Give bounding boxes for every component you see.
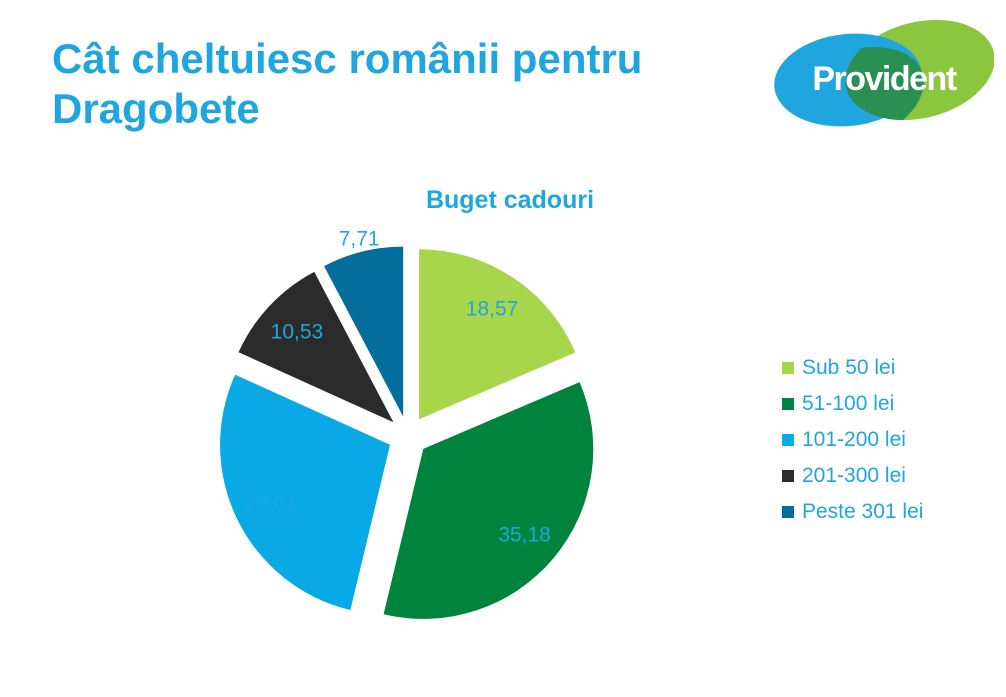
pie-slice-4	[238, 271, 394, 423]
legend-swatch	[782, 398, 794, 410]
logo-text: Provident	[812, 60, 956, 98]
pie-slice-3	[220, 374, 391, 611]
provident-logo: Provident	[774, 19, 994, 127]
pie-data-label-3: 28,01	[245, 492, 298, 515]
legend-label: 51-100 lei	[802, 392, 895, 415]
pie-data-label-5: 7,71	[339, 227, 380, 250]
legend-label: Sub 50 lei	[802, 356, 896, 379]
slide-title: Cât cheltuiesc românii pentru Dragobete	[52, 34, 732, 134]
pie-slice-1	[419, 249, 576, 420]
legend-item-2: 51-100 lei	[782, 386, 923, 422]
pie-slice-5	[324, 246, 404, 417]
pie-data-label-1: 18,57	[466, 298, 519, 321]
chart-title: Buget cadouri	[425, 186, 595, 214]
legend-label: 201-300 lei	[802, 464, 906, 487]
legend-swatch	[782, 362, 794, 374]
legend-item-3: 101-200 lei	[782, 422, 923, 458]
legend-label: Peste 301 lei	[802, 500, 924, 523]
legend-swatch	[782, 470, 794, 482]
legend-label: 101-200 lei	[802, 428, 906, 451]
chart-legend: Sub 50 lei 51-100 lei 101-200 lei 201-300 l…	[782, 350, 923, 530]
pie-slice-2	[383, 382, 594, 619]
pie-data-label-4: 10,53	[271, 320, 324, 343]
legend-item-5: Peste 301 lei	[782, 494, 923, 530]
legend-item-4: 201-300 lei	[782, 458, 923, 494]
pie-data-label-2: 35,18	[498, 523, 551, 546]
slide-title-line1: Cât cheltuiesc românii pentru	[52, 35, 643, 82]
legend-swatch	[782, 506, 794, 518]
legend-item-1: Sub 50 lei	[782, 350, 923, 386]
slide-title-line2: Dragobete	[52, 85, 260, 132]
legend-swatch	[782, 434, 794, 446]
